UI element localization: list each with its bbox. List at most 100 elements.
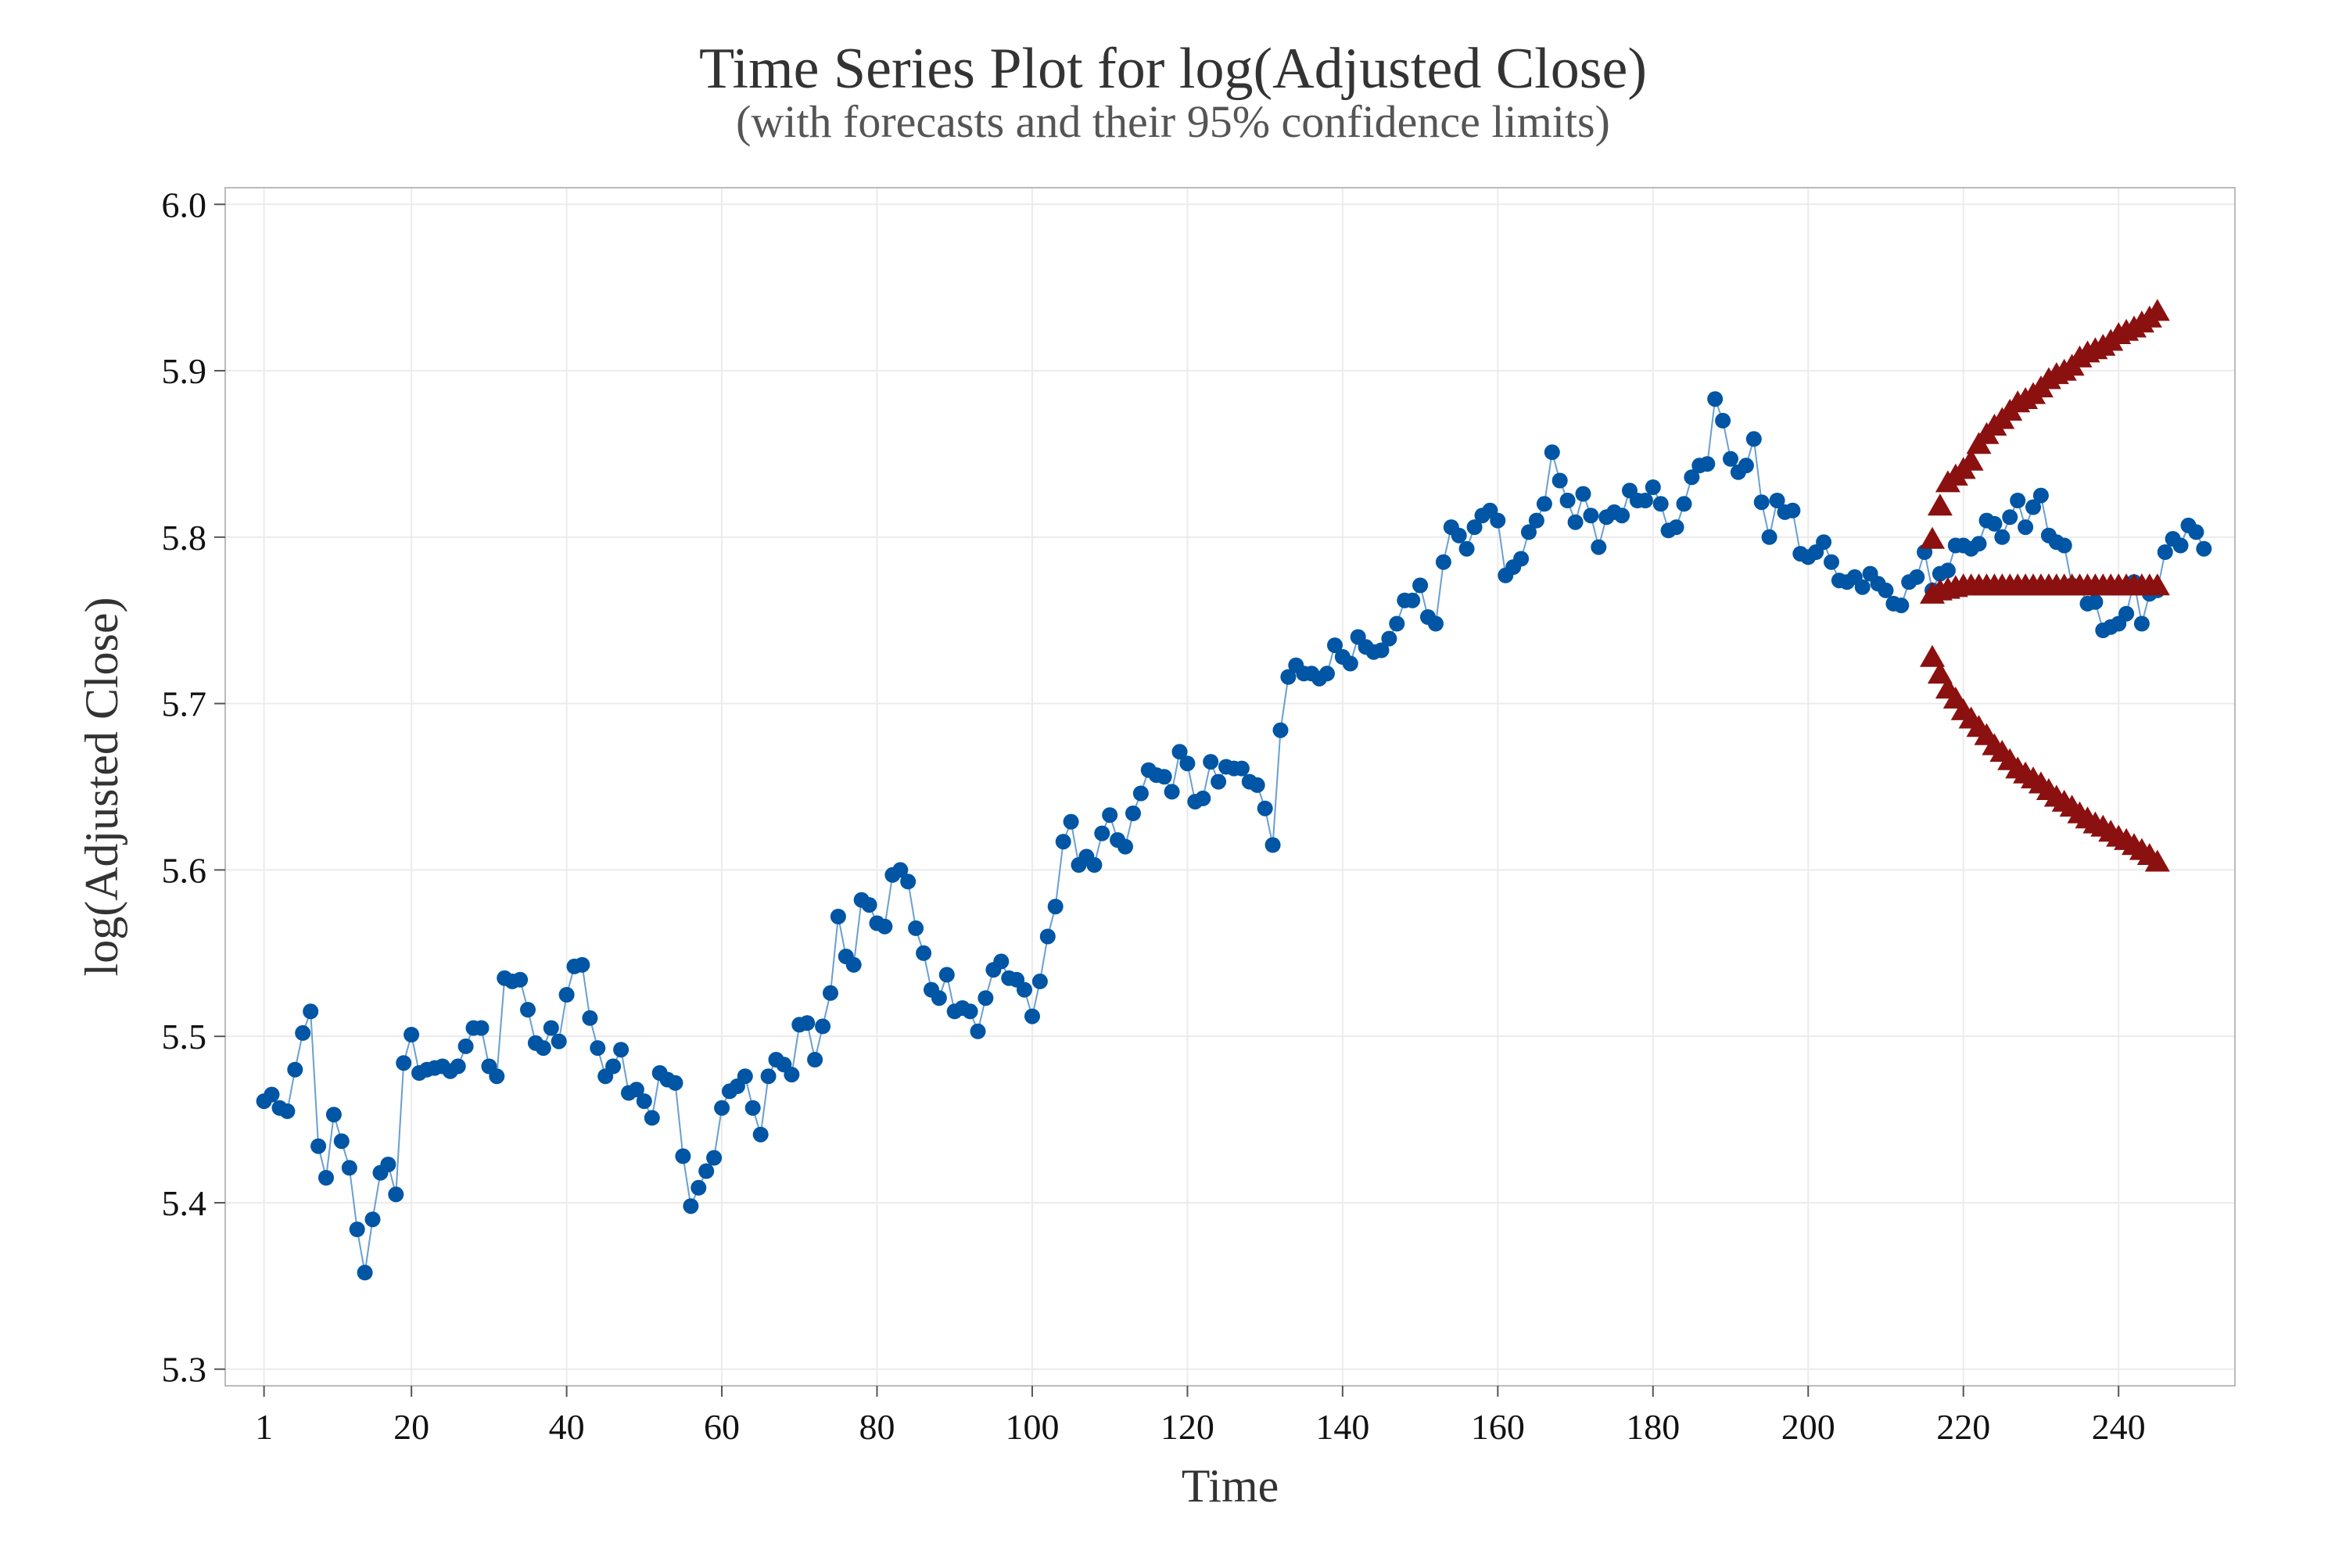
observed-point: [1404, 592, 1421, 608]
observed-point: [303, 1003, 319, 1020]
observed-point: [1971, 536, 1987, 552]
observed-point: [1257, 800, 1273, 816]
observed-point: [1559, 493, 1576, 508]
observed-point: [1389, 615, 1405, 632]
observed-point: [1125, 806, 1141, 821]
observed-point: [605, 1058, 622, 1075]
observed-point: [1435, 554, 1451, 570]
observed-point: [861, 897, 877, 913]
observed-point: [279, 1103, 296, 1119]
x-tick-label: 20: [393, 1407, 429, 1447]
observed-point: [1645, 479, 1661, 495]
observed-point: [1319, 666, 1335, 682]
observed-point: [706, 1150, 723, 1166]
observed-point: [698, 1163, 715, 1179]
observed-point: [1551, 472, 1568, 489]
observed-point: [1024, 1008, 1040, 1024]
observed-point: [1723, 450, 1738, 467]
observed-point: [1583, 508, 1599, 524]
observed-point: [823, 985, 838, 1001]
observed-point: [535, 1040, 551, 1057]
series: [256, 299, 2212, 1281]
observed-point: [1699, 456, 1716, 472]
observed-point: [1769, 493, 1785, 508]
observed-point: [558, 987, 575, 1003]
x-tick-label: 1: [255, 1407, 273, 1447]
lower-limit-point: [1927, 662, 1953, 684]
observed-point: [1707, 391, 1724, 407]
observed-point: [667, 1075, 683, 1091]
observed-point: [2087, 594, 2104, 610]
observed-point: [1280, 669, 1297, 685]
x-tick-label: 220: [1936, 1407, 1990, 1447]
observed-point: [1451, 527, 1467, 544]
y-tick-label: 5.5: [162, 1017, 207, 1057]
observed-point: [357, 1265, 373, 1281]
y-tick-label: 5.6: [162, 850, 207, 890]
observed-point: [1591, 539, 1607, 555]
observed-point: [1544, 444, 1560, 461]
observed-point: [1171, 744, 1188, 760]
observed-point: [1684, 469, 1700, 486]
observed-point: [1342, 655, 1358, 672]
observed-point: [1031, 973, 1048, 989]
x-tick-label: 240: [2092, 1407, 2146, 1447]
observed-point: [287, 1061, 303, 1078]
observed-point: [2032, 487, 2049, 504]
plot-frame: [224, 187, 2236, 1387]
observed-point: [892, 862, 909, 878]
forecast-point: [2144, 573, 2170, 596]
observed-point: [2188, 524, 2204, 540]
observed-point: [1047, 899, 1064, 915]
observed-point: [1063, 813, 1079, 830]
observed-point: [938, 967, 955, 983]
observed-point: [962, 1003, 978, 1020]
observed-point: [1117, 838, 1133, 855]
observed-point: [760, 1068, 777, 1085]
observed-point: [970, 1023, 986, 1039]
observed-point: [2172, 537, 2189, 554]
observed-point: [2133, 615, 2150, 632]
observed-point: [1428, 615, 1444, 632]
observed-point: [1893, 597, 1910, 614]
observed-point: [636, 1093, 652, 1110]
observed-point: [1164, 784, 1180, 800]
observed-point: [1211, 773, 1227, 790]
observed-point: [1567, 514, 1584, 530]
observed-point: [551, 1033, 567, 1050]
observed-point: [1094, 825, 1110, 841]
observed-point: [799, 1015, 816, 1032]
observed-point: [1536, 496, 1552, 512]
observed-point: [2157, 544, 2173, 560]
observed-point: [683, 1198, 699, 1215]
observed-point: [845, 956, 862, 973]
observed-point: [613, 1042, 630, 1058]
observed-point: [644, 1110, 660, 1126]
observed-point: [675, 1148, 691, 1164]
observed-point: [1761, 529, 1777, 545]
observed-point: [1017, 981, 1032, 998]
observed-point: [520, 1002, 536, 1018]
observed-point: [1490, 512, 1506, 529]
observed-point: [1521, 524, 1537, 540]
observed-point: [1086, 857, 1103, 873]
observed-point: [1412, 577, 1429, 594]
observed-point: [1272, 722, 1289, 738]
lower-limit-point: [1920, 644, 1945, 667]
observed-point: [457, 1038, 474, 1054]
observed-point: [1466, 519, 1483, 536]
upper-limit-point: [1920, 526, 1945, 549]
observed-point: [1816, 534, 1832, 551]
observed-point: [1854, 579, 1871, 595]
observed-point: [512, 971, 529, 988]
observed-point: [1745, 431, 1762, 447]
observed-point: [2002, 509, 2018, 526]
observed-point: [1652, 496, 1669, 512]
upper-limit-point: [2144, 299, 2170, 321]
observed-point: [1994, 529, 2011, 545]
observed-point: [1373, 642, 1390, 658]
observed-point: [1039, 928, 1056, 945]
observed-point: [744, 1100, 761, 1116]
